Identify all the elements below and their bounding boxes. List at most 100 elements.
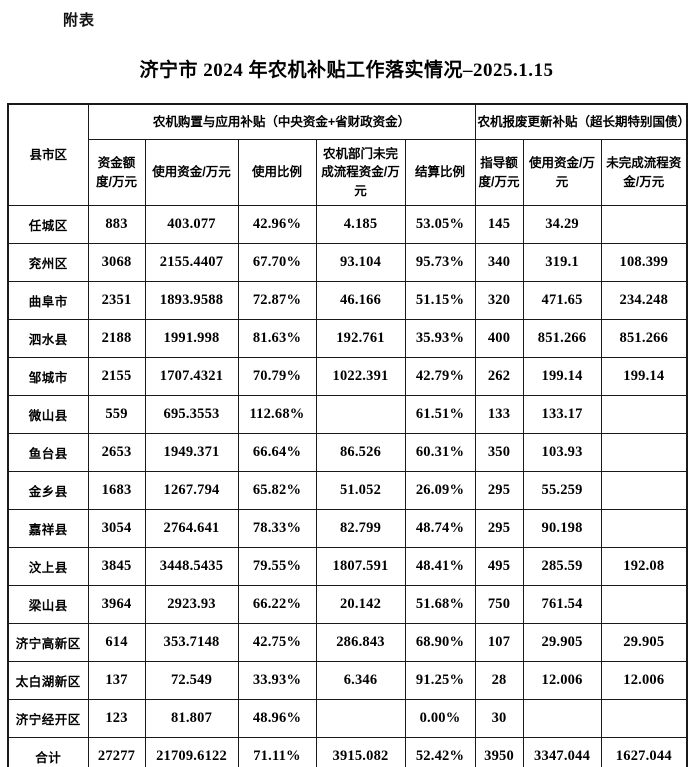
cell: 1022.391: [315, 357, 406, 396]
cell: 199.14: [522, 357, 602, 396]
cell: 614: [87, 623, 146, 662]
cell: 91.25%: [404, 661, 476, 700]
cell: 3054: [87, 509, 146, 548]
table-row: 曲阜市 2351 1893.9588 72.87% 46.166 51.15% 320 471…: [7, 281, 688, 320]
cell: 30: [474, 699, 524, 738]
cell: 107: [474, 623, 524, 662]
cell: 1991.998: [144, 319, 239, 358]
cell: 46.166: [315, 281, 406, 320]
cell: 68.90%: [404, 623, 476, 662]
row-label: 曲阜市: [7, 281, 89, 320]
cell: 108.399: [600, 243, 688, 282]
cell: 27277: [87, 737, 146, 767]
cell: 3448.5435: [144, 547, 239, 586]
cell: 29.905: [522, 623, 602, 662]
table-row: 济宁高新区 614 353.7148 42.75% 286.843 68.90% 107 29…: [7, 623, 688, 662]
cell: 137: [87, 661, 146, 700]
column-header: 结算比例: [404, 139, 476, 206]
row-label: 泗水县: [7, 319, 89, 358]
row-label: 嘉祥县: [7, 509, 89, 548]
cell: 1267.794: [144, 471, 239, 510]
subsidy-report-table: 县市区 农机购置与应用补贴（中央资金+省财政资金） 农机报废更新补贴（超长期特别…: [7, 103, 689, 767]
cell: 350: [474, 433, 524, 472]
cell: 2351: [87, 281, 146, 320]
cell: 79.55%: [237, 547, 317, 586]
cell: 61.51%: [404, 395, 476, 434]
cell: 123: [87, 699, 146, 738]
cell: 133: [474, 395, 524, 434]
cell: 93.104: [315, 243, 406, 282]
cell: 495: [474, 547, 524, 586]
cell: 112.68%: [237, 395, 317, 434]
cell: 72.549: [144, 661, 239, 700]
cell: [600, 699, 688, 738]
cell: 12.006: [600, 661, 688, 700]
cell: 192.08: [600, 547, 688, 586]
cell: 51.052: [315, 471, 406, 510]
cell: 4.185: [315, 205, 406, 244]
cell: 53.05%: [404, 205, 476, 244]
cell: 70.79%: [237, 357, 317, 396]
cell: 55.259: [522, 471, 602, 510]
header-sub-row: 资金额度/万元 使用资金/万元 使用比例 农机部门未完成流程资金/万元 结算比例 指导额度…: [8, 139, 688, 206]
cell: 1949.371: [144, 433, 239, 472]
cell: 295: [474, 509, 524, 548]
cell: 42.96%: [237, 205, 317, 244]
cell: 95.73%: [404, 243, 476, 282]
cell: 319.1: [522, 243, 602, 282]
table-row: 兖州区 3068 2155.4407 67.70% 93.104 95.73% 340 319…: [7, 243, 688, 282]
table-row: 微山县 559 695.3553 112.68% 61.51% 133 133.17: [7, 395, 688, 434]
cell: 103.93: [522, 433, 602, 472]
column-header: 使用比例: [237, 139, 317, 206]
cell: 52.42%: [404, 737, 476, 767]
cell: 72.87%: [237, 281, 317, 320]
cell: [315, 395, 406, 434]
cell: 353.7148: [144, 623, 239, 662]
cell: [522, 699, 602, 738]
group-header-scrap-renewal-subsidy: 农机报废更新补贴（超长期特别国债）: [474, 103, 688, 140]
table-row: 鱼台县 2653 1949.371 66.64% 86.526 60.31% 350 103.…: [7, 433, 688, 472]
cell: 66.22%: [237, 585, 317, 624]
cell: 2188: [87, 319, 146, 358]
cell: [600, 433, 688, 472]
cell: 695.3553: [144, 395, 239, 434]
table-row: 任城区 883 403.077 42.96% 4.185 53.05% 145 34.29: [7, 205, 688, 244]
cell: 2653: [87, 433, 146, 472]
table-row: 邹城市 2155 1707.4321 70.79% 1022.391 42.79% 262 1…: [7, 357, 688, 396]
column-header: 指导额度/万元: [474, 139, 524, 206]
cell: 6.346: [315, 661, 406, 700]
header-group-row: 县市区 农机购置与应用补贴（中央资金+省财政资金） 农机报废更新补贴（超长期特别…: [7, 103, 688, 206]
cell: 51.68%: [404, 585, 476, 624]
row-label: 太白湖新区: [7, 661, 89, 700]
table-row: 汶上县 3845 3448.5435 79.55% 1807.591 48.41% 495 2…: [7, 547, 688, 586]
row-label: 济宁经开区: [7, 699, 89, 738]
cell: 48.74%: [404, 509, 476, 548]
column-header: 资金额度/万元: [87, 139, 146, 206]
cell: 28: [474, 661, 524, 700]
cell: 1707.4321: [144, 357, 239, 396]
cell: 750: [474, 585, 524, 624]
cell: 3845: [87, 547, 146, 586]
cell: 42.75%: [237, 623, 317, 662]
cell: 71.11%: [237, 737, 317, 767]
cell: 0.00%: [404, 699, 476, 738]
cell: 2155.4407: [144, 243, 239, 282]
group-header-purchase-subsidy: 农机购置与应用补贴（中央资金+省财政资金）: [87, 103, 476, 140]
cell: 42.79%: [404, 357, 476, 396]
cell: 262: [474, 357, 524, 396]
page-title: 济宁市 2024 年农机补贴工作落实情况–2025.1.15: [139, 60, 554, 81]
cell: 3964: [87, 585, 146, 624]
row-label: 邹城市: [7, 357, 89, 396]
cell: 851.266: [522, 319, 602, 358]
cell: 48.41%: [404, 547, 476, 586]
row-label: 鱼台县: [7, 433, 89, 472]
cell: 559: [87, 395, 146, 434]
column-header: 使用资金/万元: [522, 139, 602, 206]
cell: 403.077: [144, 205, 239, 244]
cell: 34.29: [522, 205, 602, 244]
cell: 851.266: [600, 319, 688, 358]
cell: 1893.9588: [144, 281, 239, 320]
cell: 295: [474, 471, 524, 510]
cell: [600, 509, 688, 548]
cell: 51.15%: [404, 281, 476, 320]
